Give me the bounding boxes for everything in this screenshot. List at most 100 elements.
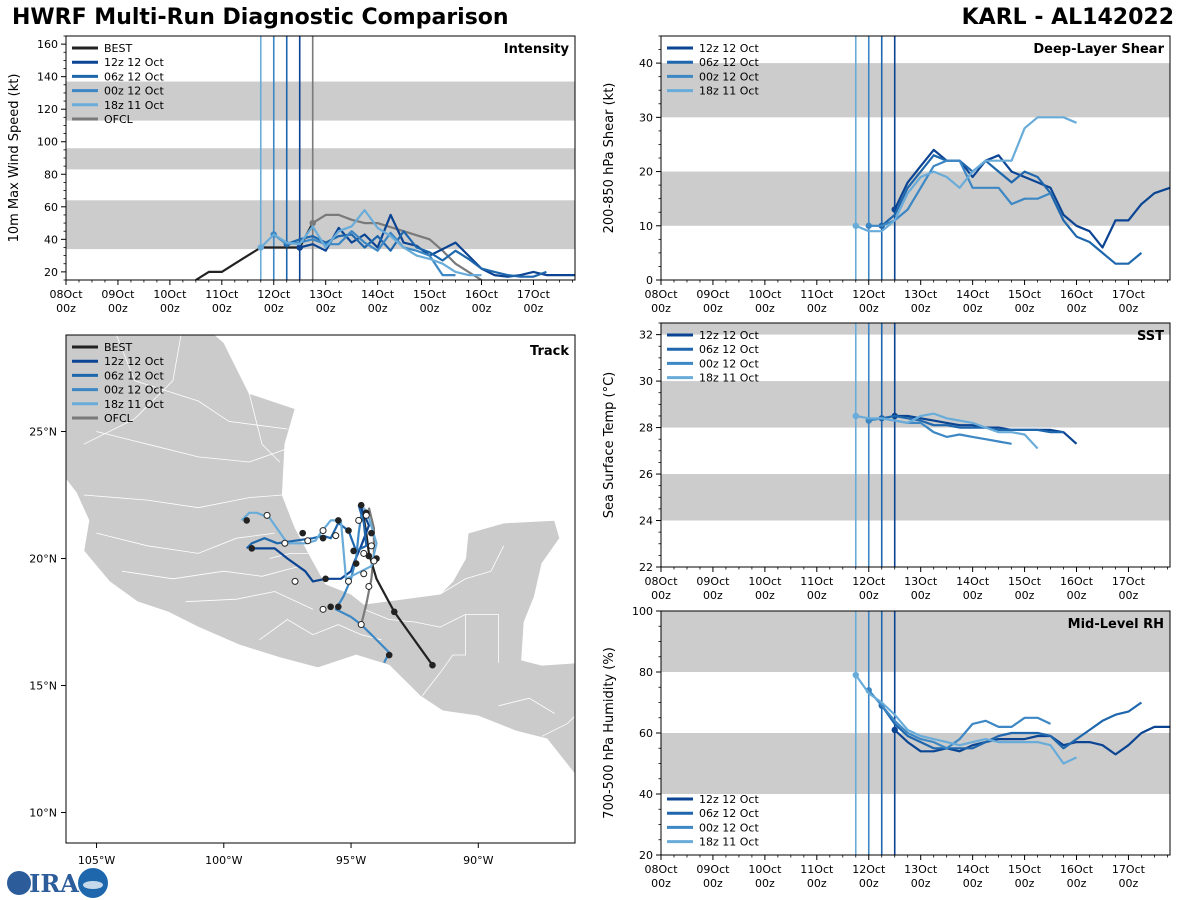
track-point-filled	[350, 547, 357, 555]
legend-label: 00z 12 Oct	[699, 70, 759, 83]
state-border	[115, 335, 288, 430]
x-tick-day: 09Oct	[101, 288, 135, 301]
x-tick-hour: 00z	[911, 877, 931, 890]
panel-rh: 2040608010008Oct00z09Oct00z10Oct00z11Oct…	[602, 605, 1171, 890]
x-tick-day: 11Oct	[800, 575, 834, 588]
state-border	[269, 553, 316, 559]
x-tick-day: 14Oct	[956, 288, 990, 301]
y-tick-label: 60	[44, 201, 58, 214]
legend-label: 18z 11 Oct	[699, 85, 759, 98]
series-line-18z-11-oct	[855, 116, 1077, 233]
x-tick-hour: 00z	[703, 877, 723, 890]
x-tick-hour: 00z	[1015, 877, 1035, 890]
x-tick-day: 17Oct	[1112, 288, 1146, 301]
x-tick-day: 14Oct	[956, 575, 990, 588]
track-point-hollow	[367, 542, 375, 550]
x-tick-label: 105°W	[78, 854, 115, 867]
x-tick-hour: 00z	[963, 302, 983, 315]
series-line-00z-12-oct	[273, 230, 456, 277]
x-tick-day: 16Oct	[1060, 863, 1094, 876]
plot-area	[661, 611, 1170, 855]
x-tick-hour: 00z	[911, 302, 931, 315]
series-marker	[891, 726, 898, 734]
legend-label: 18z 11 Oct	[699, 372, 759, 385]
x-tick-hour: 00z	[963, 589, 983, 602]
legend-label: 12z 12 Oct	[699, 329, 759, 342]
state-border	[185, 591, 314, 610]
x-tick-hour: 00z	[651, 589, 671, 602]
legend-label: 18z 11 Oct	[104, 398, 164, 411]
x-tick-hour: 00z	[651, 877, 671, 890]
track-point-hollow	[319, 605, 327, 613]
track-point-filled	[243, 517, 250, 524]
panel-title: Mid-Level RH	[1068, 617, 1164, 632]
track-point-hollow	[344, 577, 352, 585]
track-point-filled	[327, 603, 334, 611]
x-tick-day: 15Oct	[1008, 863, 1042, 876]
series-marker	[852, 222, 859, 229]
x-tick-day: 15Oct	[413, 288, 447, 301]
shaded-band	[661, 611, 1170, 672]
x-tick-label: 95°W	[336, 854, 366, 867]
legend-label: 06z 12 Oct	[699, 56, 759, 69]
legend-label: 00z 12 Oct	[699, 821, 759, 834]
x-tick-hour: 00z	[1067, 877, 1087, 890]
y-tick-label: 20°N	[29, 553, 57, 566]
state-border	[248, 393, 281, 463]
x-tick-hour: 00z	[807, 877, 827, 890]
x-tick-hour: 00z	[1119, 877, 1139, 890]
x-tick-hour: 00z	[1119, 589, 1139, 602]
track-point-hollow	[370, 557, 378, 565]
track-point-hollow	[357, 621, 365, 629]
track-point-filled	[429, 661, 436, 669]
track-point-hollow	[360, 549, 368, 557]
track-point-filled	[335, 603, 342, 611]
x-tick-hour: 00z	[1067, 302, 1087, 315]
y-tick-label: 60	[639, 727, 653, 740]
y-tick-label: 80	[44, 168, 58, 181]
y-axis-label: Sea Surface Temp (°C)	[602, 372, 617, 519]
state-border	[96, 532, 275, 554]
series-line-06z-12-oct	[880, 701, 1143, 750]
track-point-filled	[368, 529, 375, 537]
series-marker	[852, 671, 859, 679]
x-tick-day: 13Oct	[904, 575, 938, 588]
x-tick-day: 12Oct	[852, 863, 886, 876]
series-line-00z-12-oct	[867, 689, 1051, 750]
x-tick-day: 09Oct	[696, 288, 730, 301]
legend-label: 18z 11 Oct	[104, 99, 164, 112]
globe-icon	[7, 871, 31, 895]
x-tick-hour: 00z	[755, 302, 775, 315]
x-tick-hour: 00z	[368, 302, 388, 315]
x-tick-hour: 00z	[963, 877, 983, 890]
cira-logo: CIRA	[7, 868, 108, 898]
x-tick-day: 16Oct	[1060, 288, 1094, 301]
legend-label: OFCL	[104, 412, 134, 425]
series-line-12z-12-oct	[893, 725, 1170, 756]
x-tick-hour: 00z	[316, 302, 336, 315]
x-tick-day: 16Oct	[1060, 575, 1094, 588]
state-border	[541, 715, 575, 737]
y-axis-label: 700-500 hPa Humidity (%)	[602, 647, 617, 819]
series-marker	[309, 219, 316, 227]
x-tick-day: 17Oct	[517, 288, 551, 301]
y-axis-label: 10m Max Wind Speed (kt)	[7, 74, 22, 243]
x-tick-hour: 00z	[703, 589, 723, 602]
x-tick-day: 10Oct	[153, 288, 187, 301]
x-tick-day: 08Oct	[644, 863, 678, 876]
track-point-filled	[319, 534, 327, 542]
logo-text: CIRA	[10, 869, 79, 898]
map-area	[66, 335, 575, 775]
track-point-hollow	[365, 582, 373, 590]
panel-sst: 22242628303208Oct00z09Oct00z10Oct00z11Oc…	[602, 322, 1171, 602]
x-tick-hour: 00z	[807, 589, 827, 602]
y-tick-label: 120	[37, 103, 58, 116]
x-tick-day: 17Oct	[1112, 575, 1146, 588]
series-line-18z-11-oct	[260, 209, 482, 277]
y-tick-label: 140	[37, 71, 58, 84]
legend-label: 00z 12 Oct	[104, 85, 164, 98]
